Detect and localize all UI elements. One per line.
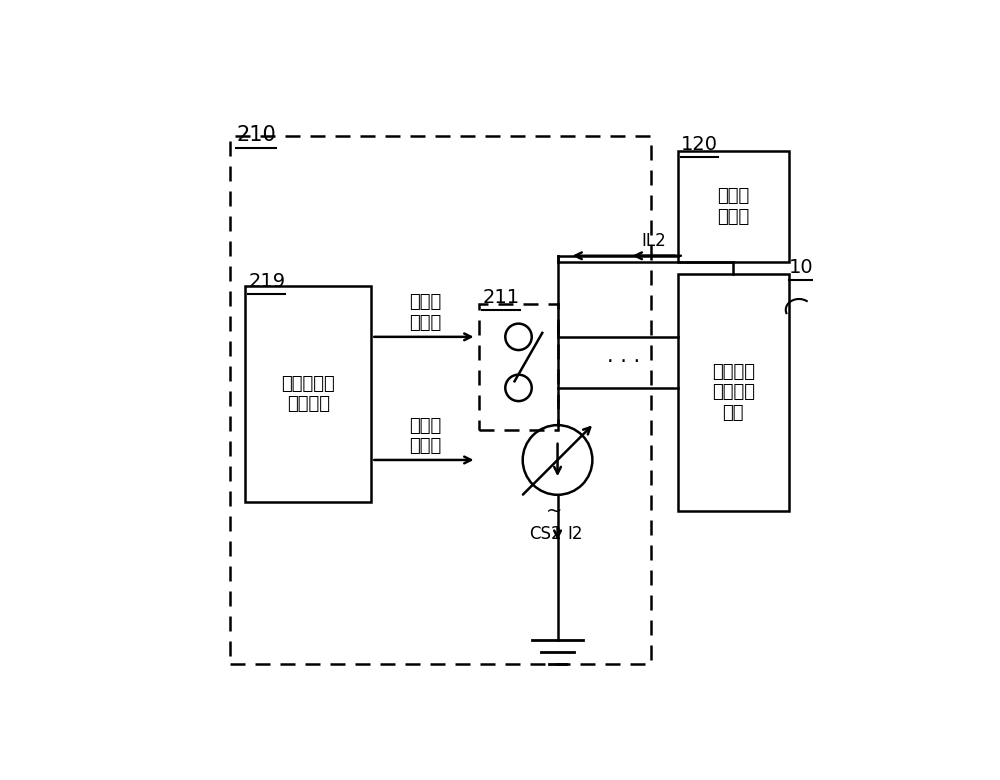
Text: 电流操
作讯号: 电流操 作讯号: [409, 417, 442, 456]
Text: I2: I2: [568, 525, 583, 543]
Bar: [678, 151, 789, 262]
Text: · · ·: · · ·: [607, 353, 640, 372]
Text: 电源供
应电路: 电源供 应电路: [717, 187, 749, 225]
Text: IL2: IL2: [641, 232, 666, 250]
Bar: [245, 285, 371, 502]
Text: 发光元件
阵列显示
电路: 发光元件 阵列显示 电路: [712, 363, 755, 422]
Text: CS2: CS2: [529, 525, 562, 543]
Text: 时序操
作讯号: 时序操 作讯号: [409, 293, 442, 332]
Bar: [479, 303, 558, 430]
Text: 120: 120: [681, 135, 718, 154]
Text: 时序与亮度
控制电路: 时序与亮度 控制电路: [281, 374, 335, 413]
Text: ~: ~: [546, 502, 563, 521]
Text: 219: 219: [248, 271, 285, 291]
Text: 10: 10: [789, 257, 813, 277]
Text: 211: 211: [482, 288, 520, 307]
Bar: [678, 274, 789, 511]
Text: 210: 210: [236, 125, 276, 144]
Bar: [230, 136, 651, 665]
